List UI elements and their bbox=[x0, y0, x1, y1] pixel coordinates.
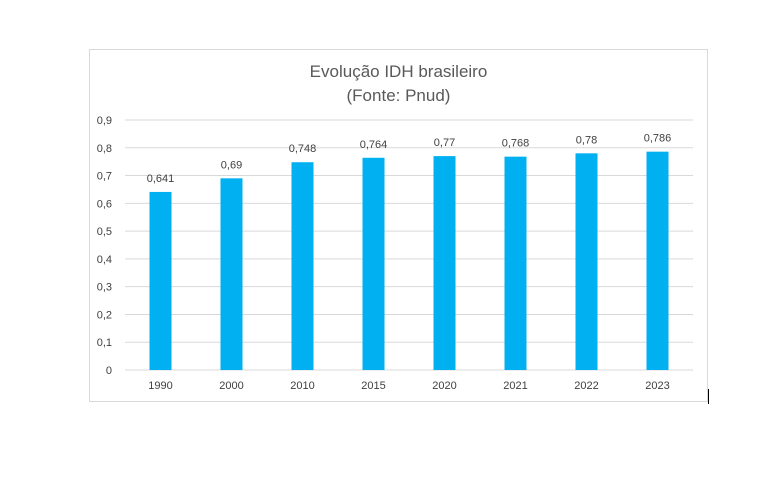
bar bbox=[433, 156, 456, 370]
x-tick-label: 2022 bbox=[574, 380, 598, 392]
y-tick-label: 0,7 bbox=[97, 171, 112, 183]
y-tick-label: 0,8 bbox=[97, 143, 112, 155]
bar bbox=[504, 156, 527, 370]
y-tick-label: 0,1 bbox=[97, 337, 112, 349]
data-label: 0,786 bbox=[644, 133, 672, 145]
chart-subtitle: (Fonte: Pnud) bbox=[346, 86, 451, 105]
y-tick-label: 0,2 bbox=[97, 309, 112, 321]
bar bbox=[575, 153, 598, 370]
x-tick-label: 2020 bbox=[432, 380, 456, 392]
y-tick-label: 0,3 bbox=[97, 282, 112, 294]
y-tick-label: 0,9 bbox=[97, 115, 112, 127]
chart-title: Evolução IDH brasileiro bbox=[309, 62, 488, 81]
bar bbox=[362, 157, 385, 370]
data-label: 0,748 bbox=[289, 143, 317, 155]
data-label: 0,78 bbox=[576, 134, 597, 146]
text-cursor bbox=[708, 389, 709, 404]
data-label: 0,768 bbox=[502, 138, 530, 150]
x-tick-label: 2021 bbox=[503, 380, 527, 392]
data-label: 0,69 bbox=[221, 159, 242, 171]
data-label: 0,764 bbox=[360, 139, 388, 151]
data-label: 0,77 bbox=[434, 137, 455, 149]
y-tick-label: 0,4 bbox=[97, 254, 112, 266]
y-tick-label: 0,6 bbox=[97, 198, 112, 210]
bar bbox=[220, 178, 243, 370]
chart-area bbox=[89, 49, 708, 402]
x-tick-label: 2010 bbox=[290, 380, 314, 392]
x-tick-label: 1990 bbox=[148, 380, 172, 392]
bar bbox=[646, 151, 669, 370]
x-tick-label: 2023 bbox=[645, 380, 669, 392]
bar bbox=[291, 162, 314, 370]
y-tick-label: 0,5 bbox=[97, 226, 112, 238]
bar bbox=[149, 191, 172, 370]
y-tick-label: 0 bbox=[106, 365, 112, 377]
x-tick-label: 2015 bbox=[361, 380, 385, 392]
x-tick-label: 2000 bbox=[219, 380, 243, 392]
data-label: 0,641 bbox=[147, 173, 175, 185]
